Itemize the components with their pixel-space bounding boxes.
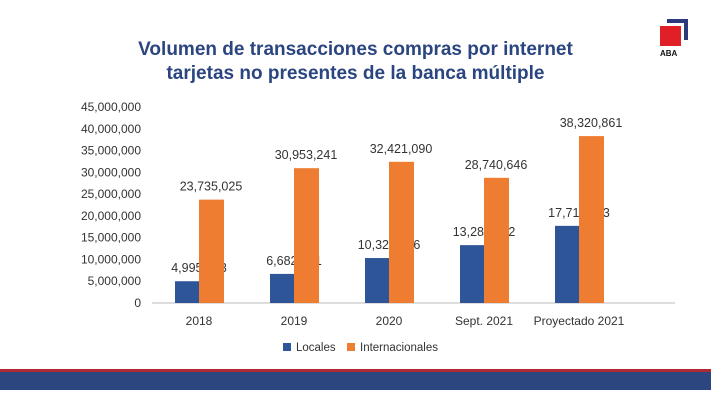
data-label: 32,421,090 (370, 142, 433, 156)
y-tick-label: 30,000,000 (81, 165, 141, 179)
aba-logo: ABA (658, 18, 690, 58)
y-tick-label: 45,000,000 (81, 100, 141, 114)
bar-locales (175, 281, 199, 303)
y-tick-label: 20,000,000 (81, 209, 141, 223)
y-tick-label: 40,000,000 (81, 122, 141, 136)
footer-red-band (0, 369, 711, 372)
data-label: 38,320,861 (560, 116, 623, 130)
legend-locales-swatch (283, 343, 291, 351)
bar-internacionales (389, 161, 414, 303)
bar-internacionales (199, 199, 224, 303)
title-line-2: tarjetas no presentes de la banca múltip… (166, 63, 545, 84)
bar-internacionales (484, 177, 509, 303)
x-tick-label: 2019 (281, 314, 308, 328)
footer-blue-band (0, 372, 711, 390)
x-tick-label: Sept. 2021 (455, 314, 513, 328)
title-line-1: Volumen de transacciones compras por int… (138, 39, 573, 60)
bar-locales (270, 273, 294, 303)
x-tick-label: 2018 (186, 314, 213, 328)
x-tick-label: 2020 (376, 314, 403, 328)
data-label: 30,953,241 (275, 148, 338, 162)
y-tick-label: 25,000,000 (81, 187, 141, 201)
data-label: 23,735,025 (180, 180, 243, 194)
y-tick-label: 5,000,000 (88, 274, 142, 288)
bar-locales (365, 258, 389, 303)
legend-internacionales-swatch (347, 343, 355, 351)
bar-locales (555, 225, 579, 303)
chart-title: Volumen de transacciones compras por int… (0, 38, 711, 86)
legend-internacionales-label: Internacionales (360, 342, 438, 354)
y-tick-label: 35,000,000 (81, 144, 141, 158)
y-tick-label: 0 (134, 296, 141, 310)
y-tick-label: 15,000,000 (81, 231, 141, 245)
y-tick-label: 10,000,000 (81, 252, 141, 266)
legend-locales-label: Locales (296, 342, 336, 354)
bar-internacionales (579, 136, 604, 303)
bar-locales (460, 245, 484, 303)
data-label: 28,740,646 (465, 158, 528, 172)
x-tick-label: Proyectado 2021 (534, 314, 625, 328)
bar-internacionales (294, 168, 319, 303)
